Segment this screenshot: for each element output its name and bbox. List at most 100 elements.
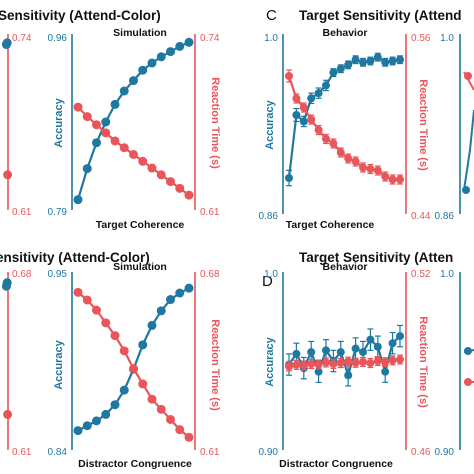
reaction-time-point <box>82 295 92 305</box>
y2-tick-bottom: 0.61 <box>12 207 32 218</box>
reaction-time-point <box>3 170 13 180</box>
accuracy-point <box>396 55 404 64</box>
accuracy-point <box>285 174 293 182</box>
accuracy-point <box>92 416 101 426</box>
reaction-time-point <box>359 163 367 172</box>
reaction-time-point <box>329 139 338 148</box>
y2-tick-bottom: 0.61 <box>200 447 220 458</box>
title-top-left: Sensitivity (Attend-Color) <box>0 8 161 23</box>
reaction-time-line <box>287 75 400 181</box>
reaction-time-point <box>322 358 330 367</box>
reaction-time-point <box>3 409 13 419</box>
y-axis-label: Accuracy <box>53 339 65 389</box>
reaction-time-point <box>299 361 308 370</box>
y-tick-bottom: 0.84 <box>48 447 68 458</box>
reaction-time-point <box>351 157 360 166</box>
reaction-time-point <box>119 346 129 356</box>
accuracy-line <box>463 109 474 191</box>
reaction-time-point <box>147 394 157 404</box>
title-top-right: Target Sensitivity (Attend <box>299 8 462 23</box>
reaction-time-point <box>344 357 353 366</box>
reaction-time-point <box>373 166 382 175</box>
reaction-time-point <box>82 112 92 122</box>
y-tick-top: 1.0 <box>264 33 278 44</box>
reaction-time-point <box>373 357 382 365</box>
reaction-time-point <box>344 154 353 163</box>
y-tick-top: 0.95 <box>48 269 68 280</box>
y2-tick-top: 0.74 <box>200 33 220 44</box>
accuracy-line <box>287 55 401 179</box>
chart-title: Behavior <box>323 27 368 39</box>
reaction-time-point <box>101 318 111 328</box>
accuracy-point <box>314 89 323 98</box>
y-tick-top: 1.0 <box>440 269 454 280</box>
accuracy-point <box>299 117 308 126</box>
accuracy-point <box>381 367 390 376</box>
y-tick-bottom: 0.86 <box>259 211 279 222</box>
accuracy-point <box>166 295 175 305</box>
y2-tick-top: 0.56 <box>411 33 431 44</box>
reaction-time-point <box>285 72 293 80</box>
accuracy-point <box>307 94 316 103</box>
accuracy-point <box>464 347 472 355</box>
y-tick-bottom: 0.90 <box>435 447 455 458</box>
accuracy-point <box>82 421 92 431</box>
reaction-time-point <box>73 287 83 297</box>
accuracy-point <box>292 349 301 358</box>
y2-axis-label: Reaction Time (s) <box>417 79 429 171</box>
reaction-time-point <box>110 136 120 146</box>
accuracy-point <box>351 344 360 353</box>
accuracy-point <box>175 288 185 298</box>
accuracy-point <box>2 278 12 288</box>
accuracy-point <box>336 64 345 73</box>
reaction-time-point <box>285 362 293 371</box>
chart-title: Behavior <box>323 261 368 273</box>
accuracy-point <box>129 76 138 86</box>
accuracy-point <box>101 117 111 127</box>
reaction-time-point <box>73 102 83 112</box>
x-axis-label: Target Coherence <box>96 219 185 231</box>
accuracy-point <box>2 38 12 48</box>
reaction-time-point <box>138 379 148 389</box>
accuracy-point <box>344 371 353 380</box>
x-axis-label: Target Coherence <box>286 219 375 231</box>
accuracy-point <box>119 385 129 395</box>
accuracy-point <box>366 335 375 344</box>
accuracy-point <box>175 41 185 51</box>
reaction-time-point <box>307 115 316 124</box>
reaction-time-point <box>336 148 345 157</box>
x-axis-label: Distractor Congruence <box>78 458 192 470</box>
accuracy-point <box>388 339 397 348</box>
accuracy-point <box>381 58 390 67</box>
accuracy-point <box>359 58 367 67</box>
reaction-time-point <box>184 190 194 200</box>
simulation-distractor-congruence-chart: Simulation Distractor Congruence 0.95 0.… <box>48 261 221 470</box>
accuracy-point <box>322 346 330 355</box>
reaction-time-point <box>322 135 330 143</box>
reaction-time-point <box>92 305 101 315</box>
reaction-time-point <box>351 358 360 367</box>
y2-tick-top: 0.68 <box>200 269 220 280</box>
accuracy-point <box>314 367 323 376</box>
reaction-time-point <box>307 359 316 368</box>
y-axis-label: Accuracy <box>53 97 65 147</box>
reaction-time-point <box>292 360 301 369</box>
accuracy-point <box>156 306 166 316</box>
cropped-right-panel-bottom: 1.0 0.90 <box>435 269 474 458</box>
reaction-time-point <box>156 170 166 180</box>
y2-tick-bottom: 0.46 <box>411 447 431 458</box>
accuracy-point <box>156 52 166 62</box>
y-tick-bottom: 0.86 <box>435 211 455 222</box>
reaction-time-point <box>184 432 194 442</box>
reaction-time-point <box>359 357 367 366</box>
accuracy-point <box>73 426 83 436</box>
reaction-time-point <box>175 425 185 435</box>
y2-axis-label: Reaction Time (s) <box>209 319 221 411</box>
accuracy-point <box>351 55 360 64</box>
accuracy-point <box>373 53 382 62</box>
accuracy-point <box>336 348 345 357</box>
y2-tick-top: 0.52 <box>411 269 431 280</box>
accuracy-point <box>184 283 194 293</box>
accuracy-point <box>344 60 353 69</box>
